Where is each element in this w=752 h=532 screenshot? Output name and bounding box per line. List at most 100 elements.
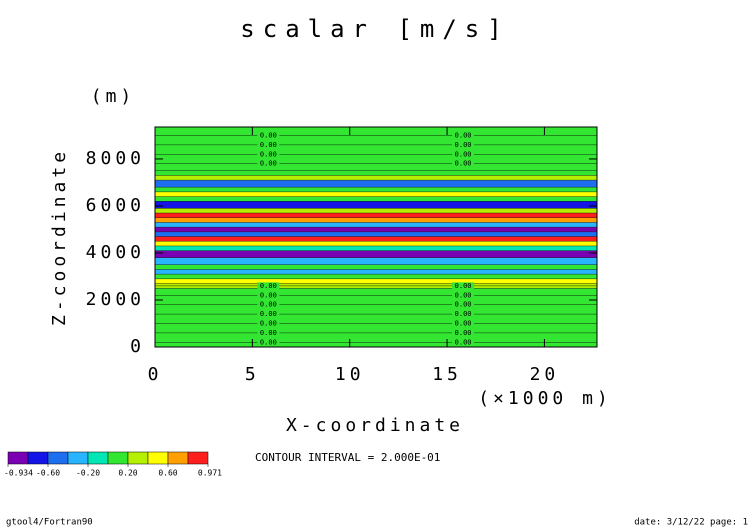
contour-label-bg [257,291,280,299]
contour-label-bg [257,301,280,309]
band [155,187,597,192]
contour-label-bg [257,282,280,290]
x-tick-label: 10 [335,364,365,385]
band [155,175,597,181]
contour-label-bg [452,141,475,149]
colorbar-box [107,451,129,465]
band [155,201,597,209]
colorbar-box [147,451,169,465]
contour-label-bg [452,291,475,299]
x-tick-label: 5 [245,364,260,385]
band [155,127,597,171]
contour-label-bg [257,150,280,158]
contour-label: 0.00 [260,301,277,309]
x-tick-label: 15 [432,364,462,385]
band [155,245,597,251]
contour-label: 0.00 [455,338,472,346]
colorbar-box [187,451,209,465]
contour-label: 0.00 [455,329,472,337]
contour-label-bg [257,131,280,139]
colorbar-box [7,451,29,465]
band [155,236,597,242]
band [155,191,597,197]
plot-frame [154,126,598,348]
contour-label-bg [452,150,475,158]
band [155,196,597,202]
colorbar-tick-label: -0.60 [36,469,60,478]
footer-right: date: 3/12/22 page: 1 [634,518,748,528]
contour-label: 0.00 [455,150,472,158]
contour-label: 0.00 [260,150,277,158]
contour-label: 0.00 [455,291,472,299]
contour-label-bg [452,310,475,318]
y-tick-label: 6000 [86,195,145,216]
band [155,222,597,228]
contour-label: 0.00 [455,160,472,168]
x-unit: (×1000 m) [478,388,612,409]
y-tick-label: 4000 [86,242,145,263]
contour-label-bg [452,131,475,139]
band [155,217,597,223]
chart-title: scalar [m/s] [240,15,509,43]
contour-label: 0.00 [260,141,277,149]
contour-label: 0.00 [260,160,277,168]
contour-label-bg [257,141,280,149]
colorbar-box [27,451,49,465]
band [155,278,597,284]
band [155,241,597,246]
contour-label-bg [257,338,280,346]
band [155,269,597,275]
x-tick-label: 20 [530,364,560,385]
y-unit: (m) [91,86,136,107]
contour-label-bg [452,160,475,168]
contour-label: 0.00 [260,131,277,139]
contour-label: 0.00 [455,282,472,290]
colorbar-tick-label: 0.60 [158,469,177,478]
y-tick-label: 8000 [86,148,145,169]
colorbar-tick-label: -0.934 [4,469,33,478]
contour-label-bg [452,329,475,337]
colorbar-box [167,451,189,465]
contour-label-bg [257,310,280,318]
colorbar-tick-label: -0.20 [76,469,100,478]
contour-interval: CONTOUR INTERVAL = 2.000E-01 [255,451,440,464]
contour-label: 0.00 [455,301,472,309]
band [155,170,597,176]
contour-label-bg [452,301,475,309]
contour-label: 0.00 [455,310,472,318]
band [155,274,597,279]
contour-label-bg [257,319,280,327]
band [155,288,597,347]
contour-label: 0.00 [260,338,277,346]
y-tick-label: 0 [130,336,145,357]
contour-label: 0.00 [260,329,277,337]
band [155,208,597,214]
y-tick-label: 2000 [86,289,145,310]
band [155,231,597,237]
contour-label-bg [452,319,475,327]
contour-label: 0.00 [260,310,277,318]
contour-label-bg [452,282,475,290]
contour-label: 0.00 [260,319,277,327]
colorbar-tick-label: 0.971 [198,469,222,478]
contour-label-bg [452,338,475,346]
band [155,264,597,270]
contour-label-bg [257,329,280,337]
colorbar-tick-label: 0.20 [118,469,137,478]
band [155,180,597,188]
footer-left: gtool4/Fortran90 [6,518,93,528]
x-tick-label: 0 [148,364,163,385]
y-axis-label: Z-coordinate [49,148,70,326]
contour-label-bg [257,160,280,168]
contour-label: 0.00 [260,282,277,290]
band [155,227,597,232]
band [155,250,597,258]
colorbar-box [47,451,69,465]
band [155,257,597,265]
contour-label: 0.00 [455,131,472,139]
colorbar-box [127,451,149,465]
contour-label: 0.00 [260,291,277,299]
x-axis-label: X-coordinate [286,415,464,436]
colorbar-box [67,451,89,465]
